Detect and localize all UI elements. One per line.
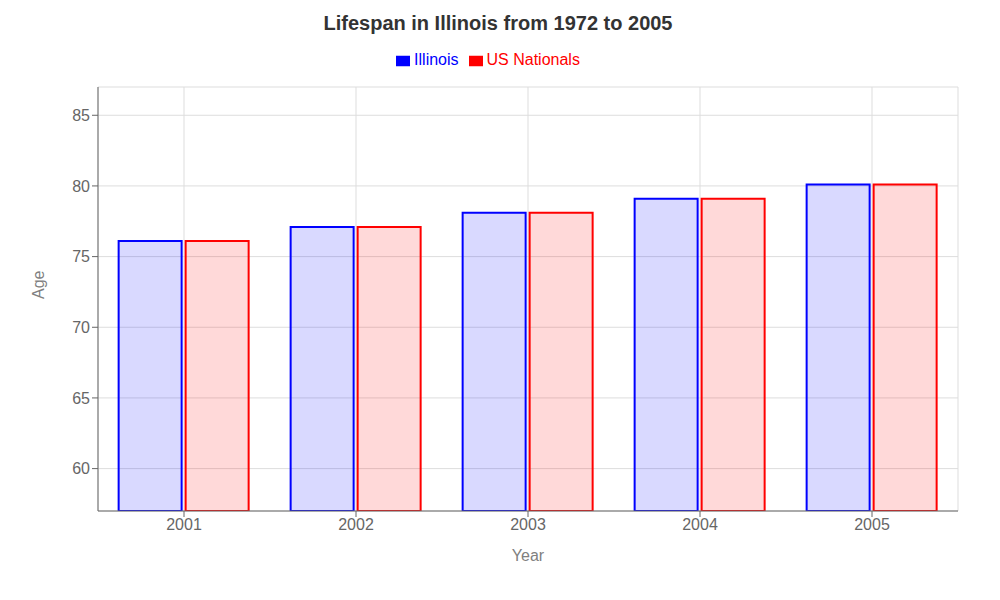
svg-text:Age: Age	[30, 270, 47, 299]
svg-text:2001: 2001	[166, 516, 202, 533]
svg-text:2003: 2003	[510, 516, 546, 533]
svg-text:Year: Year	[512, 547, 545, 564]
svg-text:65: 65	[72, 390, 90, 407]
svg-text:70: 70	[72, 319, 90, 336]
svg-text:2004: 2004	[682, 516, 718, 533]
svg-text:75: 75	[72, 248, 90, 265]
svg-text:2005: 2005	[854, 516, 890, 533]
svg-text:60: 60	[72, 460, 90, 477]
svg-text:80: 80	[72, 178, 90, 195]
html-text:Illinois: Illinois	[414, 51, 459, 68]
svg-text:85: 85	[72, 107, 90, 124]
html-text:Lifespan in Illinois from 1972: Lifespan in Illinois from 1972 to 2005	[323, 12, 673, 34]
html-text:US Nationals: US Nationals	[486, 51, 580, 68]
svg-text:2002: 2002	[338, 516, 374, 533]
